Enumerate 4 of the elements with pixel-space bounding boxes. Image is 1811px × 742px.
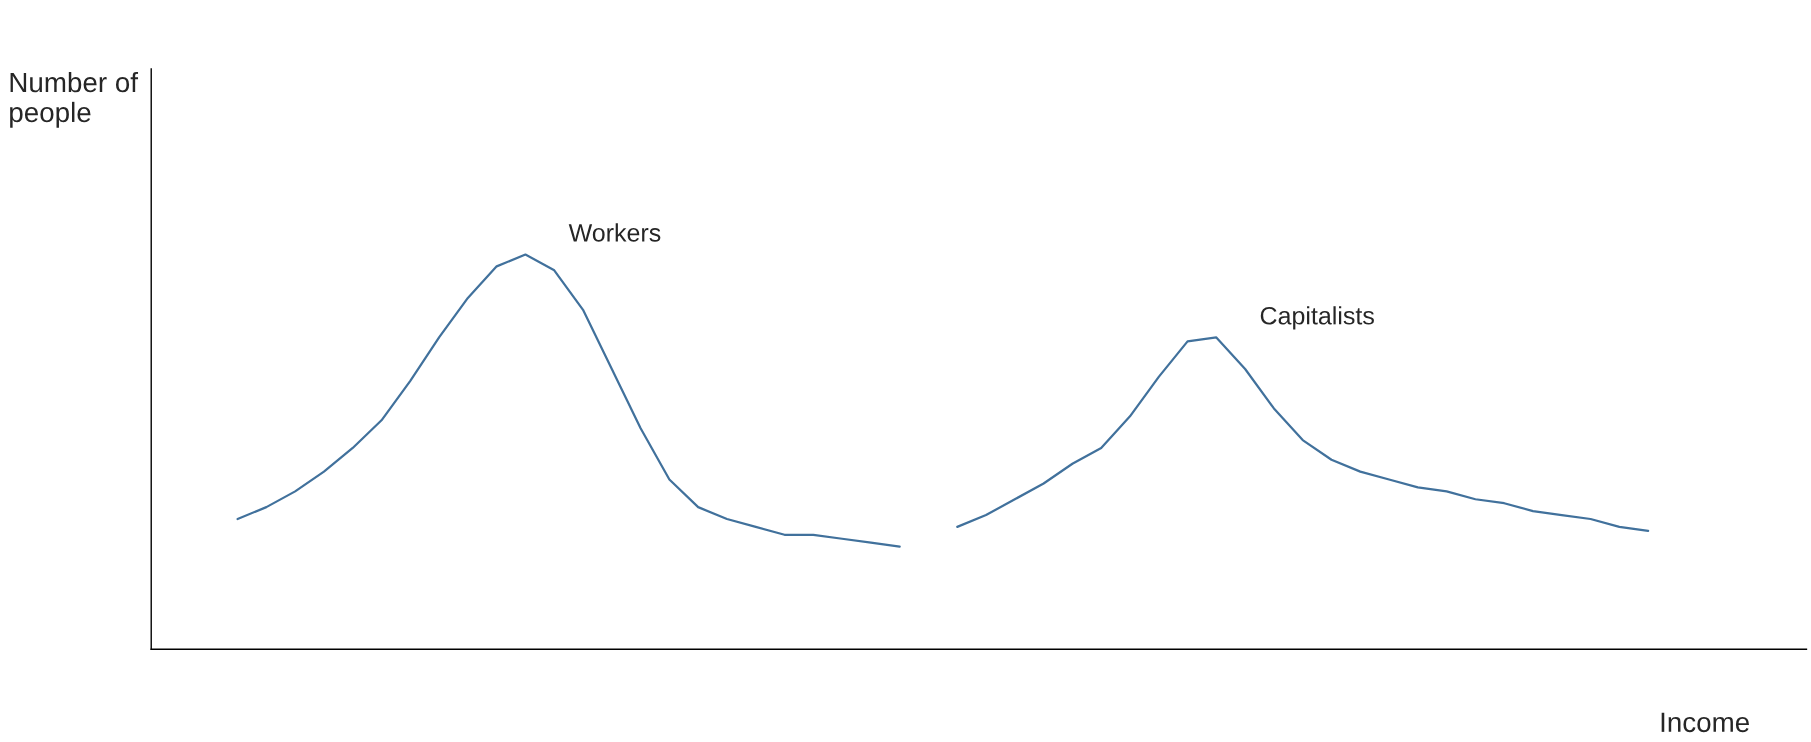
series-label: Workers	[568, 223, 661, 242]
y-axis-title: Number of people	[10, 71, 139, 128]
series-label: Capitalists	[1260, 306, 1374, 330]
x-axis-title: Income	[1661, 712, 1749, 733]
